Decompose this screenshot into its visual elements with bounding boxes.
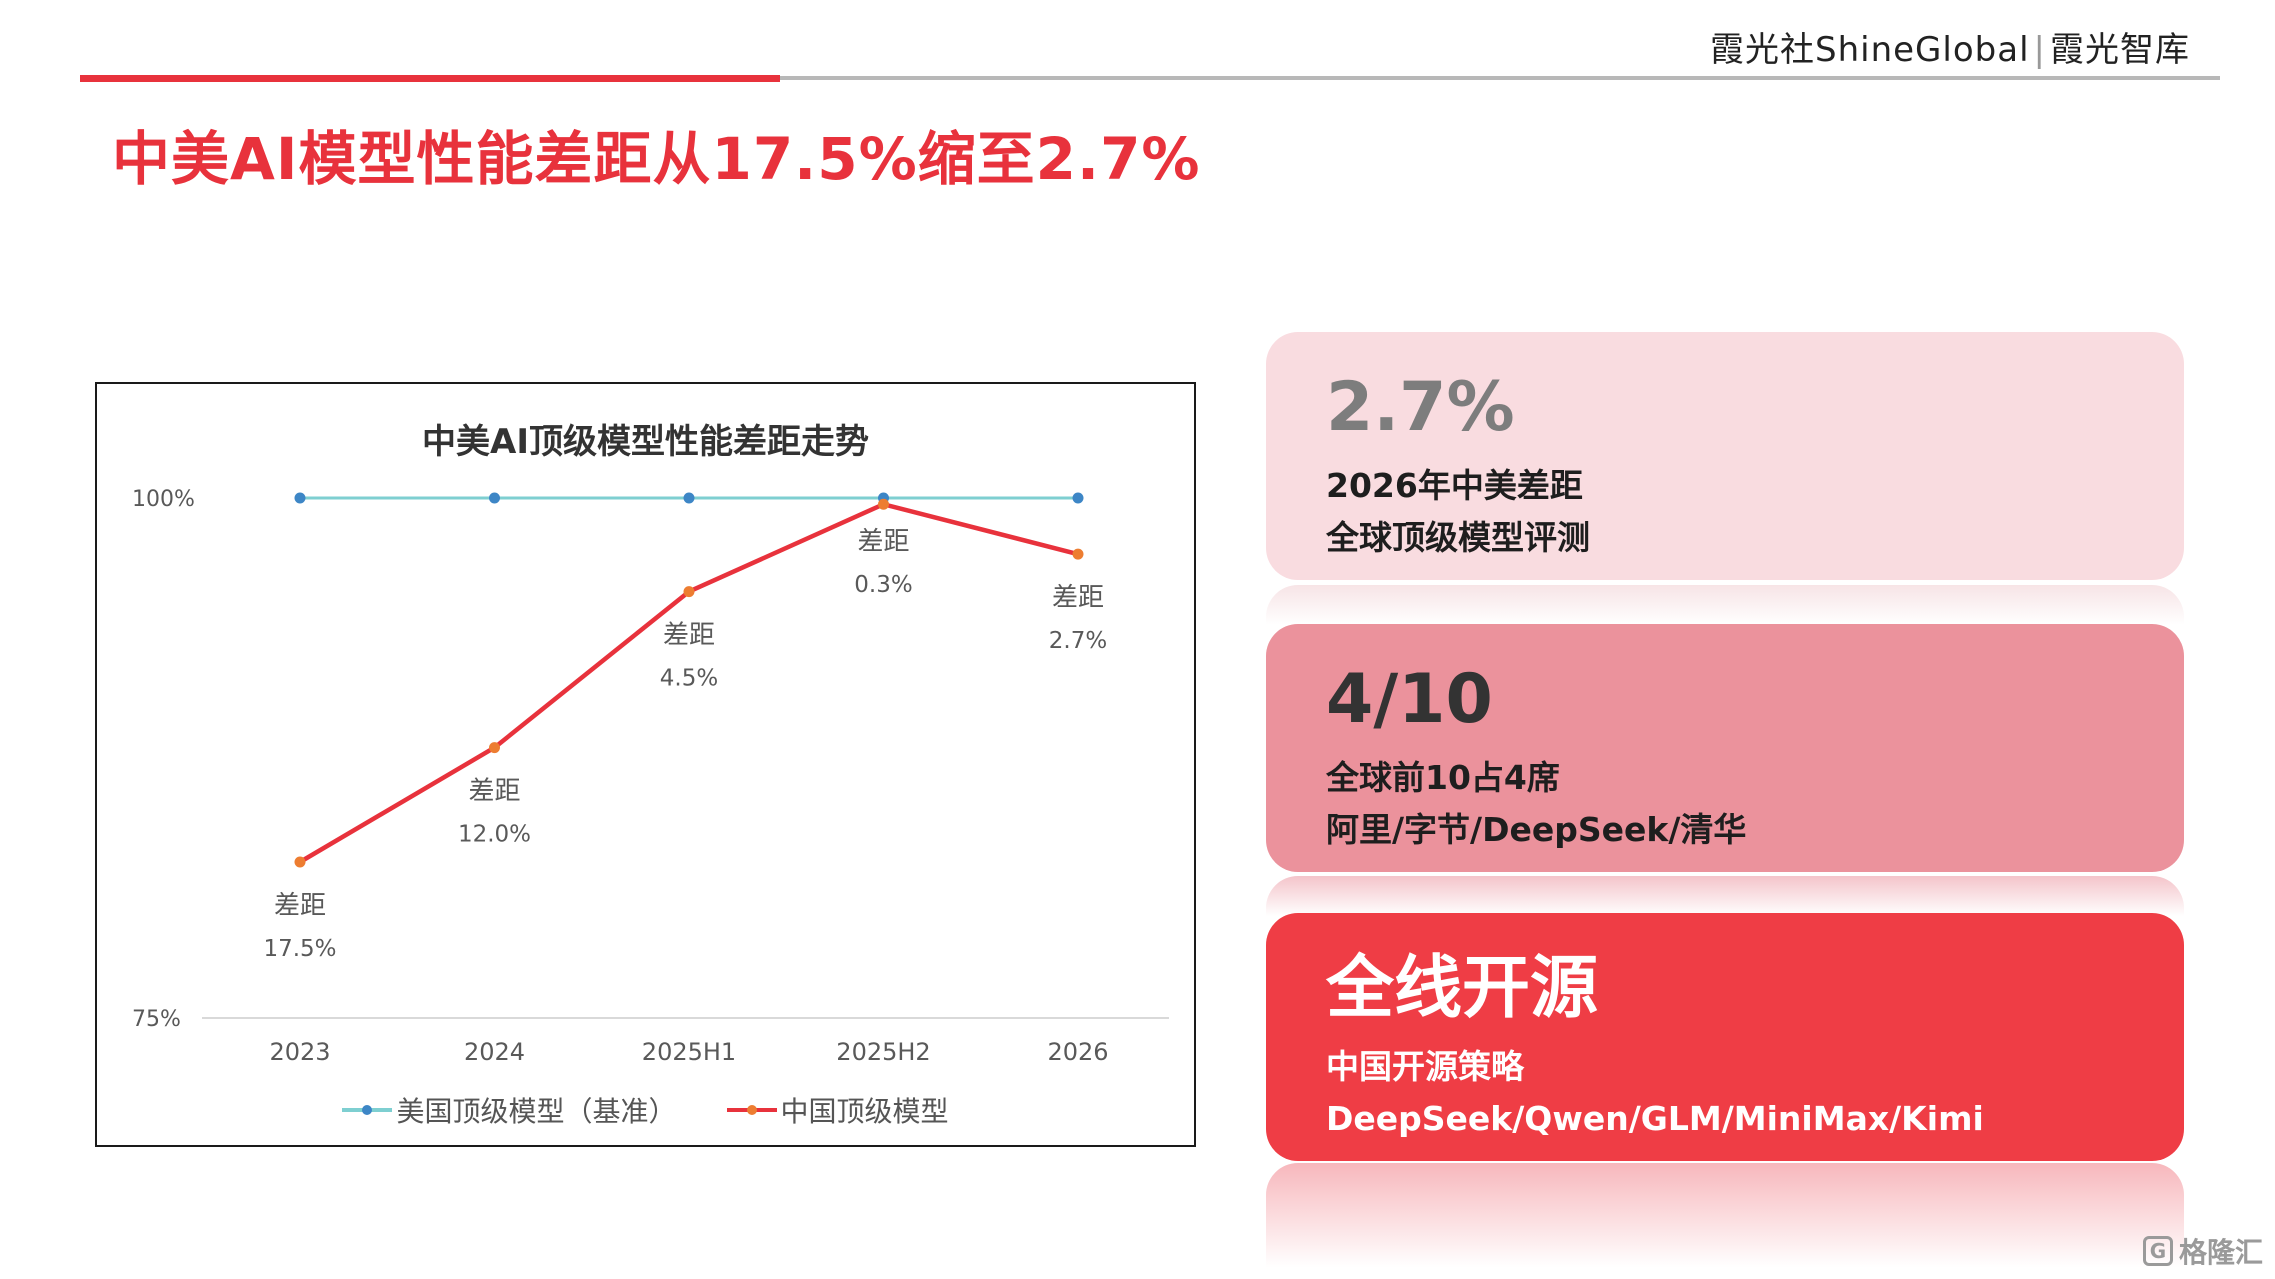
- watermark-logo-icon: G: [2142, 1236, 2173, 1266]
- card-reflection: [1266, 1163, 2184, 1279]
- brand-separator: |: [2033, 30, 2046, 70]
- data-point-cn: [683, 586, 695, 598]
- card-separator: [1266, 585, 2184, 625]
- stat-card-gap: 2.7% 2026年中美差距 全球顶级模型评测: [1266, 332, 2184, 580]
- legend-swatch-us: [342, 1100, 393, 1120]
- annotation-label: 差距: [663, 621, 715, 651]
- annotation-value: 0.3%: [854, 572, 912, 598]
- y-tick-label: 100%: [132, 487, 195, 512]
- legend-swatch-cn: [726, 1100, 777, 1120]
- chart-title: 中美AI顶级模型性能差距走势: [422, 422, 869, 462]
- legend-item-cn: 中国顶级模型: [726, 1090, 949, 1130]
- stat-value-gap: 2.7%: [1326, 368, 1515, 447]
- header-rule: [80, 76, 2220, 80]
- stat-line-2: 全球顶级模型评测: [1326, 518, 1590, 557]
- brand-english: ShineGlobal: [1815, 30, 2030, 70]
- legend-label-cn: 中国顶级模型: [780, 1095, 949, 1128]
- card-separator: [1266, 876, 2184, 916]
- annotation-label: 差距: [857, 527, 909, 557]
- brand-think-tank: 霞光智库: [2050, 30, 2190, 70]
- watermark-text: 格隆汇: [2178, 1236, 2263, 1269]
- data-point-us: [1072, 492, 1084, 504]
- stat-line-1: 2026年中美差距: [1326, 466, 1583, 505]
- watermark: G 格隆汇: [2142, 1231, 2263, 1271]
- annotation-value: 17.5%: [263, 936, 336, 962]
- stat-line-1: 中国开源策略: [1326, 1047, 1524, 1086]
- data-point-us: [489, 492, 500, 504]
- data-point-cn: [489, 742, 500, 754]
- annotation-value: 2.7%: [1049, 628, 1107, 654]
- stat-value-top10: 4/10: [1326, 660, 1493, 739]
- brand-header: 霞光社ShineGlobal | 霞光智库: [1710, 22, 2190, 71]
- line-chart: 100% 75% 2023 2024 2025H1 2025H2 2026 差距 17.5% 差距…: [132, 487, 1169, 1066]
- annotation-value: 12.0%: [458, 822, 531, 848]
- chart-legend: 美国顶级模型（基准） 中国顶级模型: [97, 1090, 1194, 1130]
- x-tick-label: 2024: [464, 1038, 525, 1066]
- data-point-cn: [878, 498, 889, 510]
- page-title: 中美AI模型性能差距从17.5%缩至2.7%: [112, 125, 1201, 193]
- stat-line-2: DeepSeek/Qwen/GLM/MiniMax/Kimi: [1326, 1099, 1984, 1138]
- data-point-us: [294, 492, 306, 504]
- x-tick-label: 2026: [1047, 1038, 1108, 1066]
- annotation-label: 差距: [274, 891, 326, 921]
- legend-item-us: 美国顶级模型（基准）: [342, 1090, 677, 1130]
- header-accent-rule: [80, 75, 780, 82]
- data-point-cn: [294, 856, 306, 868]
- annotation-label: 差距: [1052, 583, 1104, 613]
- y-tick-label: 75%: [132, 1007, 181, 1032]
- chart-panel: 中美AI顶级模型性能差距走势 100% 75% 2023 2024 2025H1 2025…: [95, 382, 1196, 1147]
- stat-value-open-source: 全线开源: [1326, 949, 1599, 1028]
- stat-card-open-source: 全线开源 中国开源策略 DeepSeek/Qwen/GLM/MiniMax/Ki…: [1266, 913, 2184, 1161]
- x-tick-label: 2025H1: [642, 1038, 736, 1066]
- data-point-cn: [1072, 548, 1084, 560]
- x-tick-label: 2023: [269, 1038, 330, 1066]
- brand-chinese: 霞光社: [1710, 30, 1816, 70]
- annotation-value: 4.5%: [660, 666, 718, 692]
- x-tick-label: 2025H2: [836, 1038, 930, 1066]
- legend-label-us: 美国顶级模型（基准）: [396, 1095, 677, 1128]
- data-point-us: [683, 492, 695, 504]
- annotation-label: 差距: [468, 777, 520, 807]
- stat-line-1: 全球前10占4席: [1326, 758, 1560, 797]
- stat-card-top10: 4/10 全球前10占4席 阿里/字节/DeepSeek/清华: [1266, 624, 2184, 872]
- stat-line-2: 阿里/字节/DeepSeek/清华: [1326, 810, 1747, 849]
